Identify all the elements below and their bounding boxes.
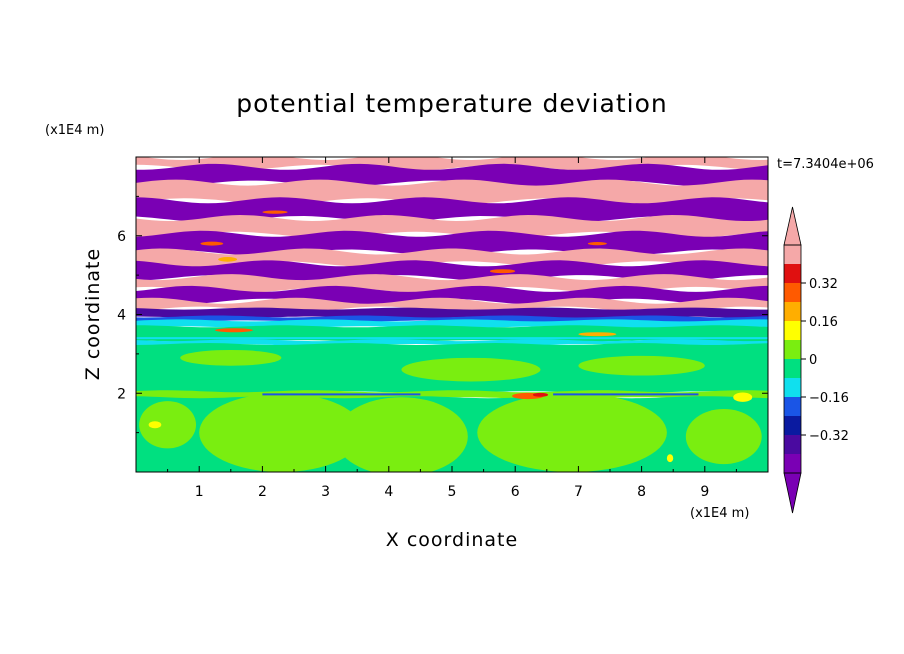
contour-patch: [215, 328, 253, 333]
colorbar-swatch: [784, 264, 801, 283]
y-axis: 2 4 6: [117, 195, 768, 434]
contour-band: [136, 197, 768, 222]
colorbar-swatch: [784, 416, 801, 435]
colorbar-swatch: [784, 397, 801, 416]
colorbar: 0.32 0.16 0 −0.16 −0.32: [783, 206, 849, 514]
contour-patch: [489, 269, 516, 274]
y-tick-label: 2: [117, 386, 126, 402]
colorbar-tick-label: 0: [809, 353, 817, 368]
contour-patch: [733, 392, 753, 402]
colorbar-swatch: [784, 245, 801, 264]
contour-field: [136, 157, 768, 472]
contour-patch: [200, 241, 224, 246]
chart-title: potential temperature deviation: [236, 89, 667, 118]
x-axis-label: X coordinate: [386, 529, 518, 551]
contour-patch: [532, 392, 549, 397]
contour-patch: [218, 257, 238, 262]
contour-band: [136, 248, 768, 268]
colorbar-swatch: [784, 340, 801, 359]
y-axis-label: Z coordinate: [82, 248, 104, 380]
contour-band: [136, 307, 768, 319]
contour-patch: [401, 357, 541, 382]
contour-patch: [685, 409, 762, 465]
contour-band: [136, 163, 768, 187]
contour-patch: [587, 242, 607, 246]
x-tick-label: 7: [574, 484, 583, 500]
x-tick-label: 9: [700, 484, 709, 500]
colorbar-swatch: [784, 435, 801, 454]
x-unit-label: (x1E4 m): [690, 506, 749, 521]
x-tick-label: 1: [195, 484, 204, 500]
x-tick-label: 2: [258, 484, 267, 500]
x-tick-label: 4: [384, 484, 393, 500]
contour-patch: [139, 401, 197, 449]
colorbar-swatch: [784, 359, 801, 378]
x-tick-label: 6: [511, 484, 520, 500]
colorbar-swatch: [784, 283, 801, 302]
contour-patch: [578, 355, 705, 376]
colorbar-over-arrow: [783, 206, 802, 246]
contour-patch: [262, 210, 288, 214]
x-tick-label: 8: [637, 484, 646, 500]
colorbar-tick-label: −0.32: [809, 429, 849, 444]
colorbar-tick-label: 0.16: [809, 315, 838, 330]
contour-patch: [666, 454, 674, 463]
colorbar-swatch: [784, 454, 801, 473]
colorbar-swatch: [784, 302, 801, 321]
contour-band: [136, 260, 768, 282]
colorbar-swatch: [784, 321, 801, 340]
contour-band: [136, 339, 768, 346]
colorbar-swatch: [784, 378, 801, 397]
colorbar-tick-label: 0.32: [809, 277, 838, 292]
time-label: t=7.3404e+06: [777, 157, 874, 172]
contour-patch: [180, 349, 282, 366]
y-tick-label: 4: [117, 308, 126, 324]
contour-patch: [148, 421, 162, 429]
contour-patch: [578, 332, 617, 337]
y-tick-label: 6: [117, 229, 126, 245]
colorbar-tick-label: −0.16: [809, 391, 849, 406]
x-axis: 1 2 3 4 5 6 7 8 9: [167, 157, 737, 500]
contour-band: [136, 215, 768, 238]
colorbar-under-arrow: [783, 472, 802, 514]
x-tick-label: 3: [321, 484, 330, 500]
x-tick-label: 5: [448, 484, 457, 500]
contour-patch: [477, 393, 667, 472]
contour-patch: [335, 397, 468, 472]
y-unit-label: (x1E4 m): [45, 123, 104, 138]
contour-patch: [199, 393, 364, 472]
